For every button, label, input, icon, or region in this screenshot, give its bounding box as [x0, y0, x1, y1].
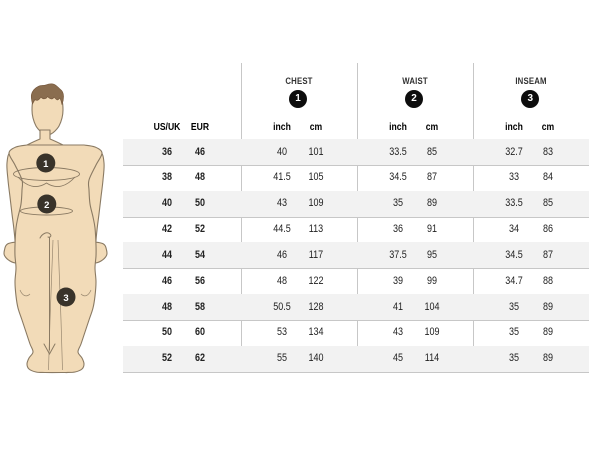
svg-text:3: 3 — [63, 293, 68, 304]
svg-text:1: 1 — [43, 159, 49, 170]
svg-text:2: 2 — [44, 200, 49, 211]
